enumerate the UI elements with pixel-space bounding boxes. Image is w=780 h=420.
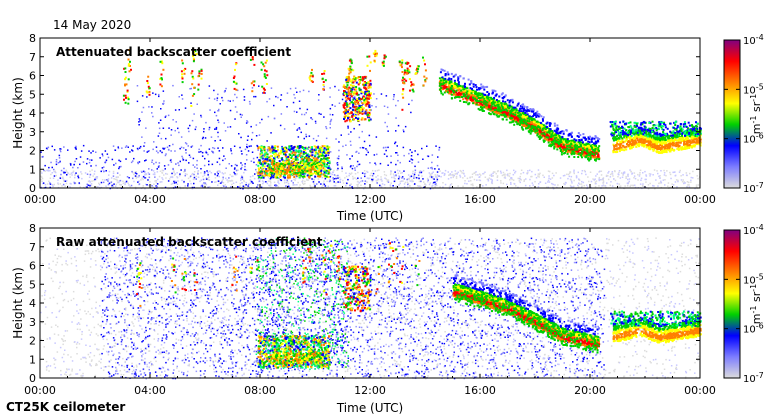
colorbar-unit-label: m-1 sr-1 (749, 284, 763, 324)
y-tick-label: 7 (29, 241, 36, 254)
y-tick-label: 6 (29, 260, 36, 273)
x-axis-label: Time (UTC) (336, 401, 403, 415)
y-tick-label: 3 (29, 316, 36, 329)
x-tick-label: 08:00 (244, 193, 276, 206)
y-tick-label: 4 (29, 297, 36, 310)
x-axis-label: Time (UTC) (336, 209, 403, 223)
x-tick-label: 12:00 (354, 193, 386, 206)
x-tick-label: 04:00 (134, 193, 166, 206)
x-tick-label: 20:00 (574, 193, 606, 206)
y-tick-label: 2 (29, 335, 36, 348)
x-tick-label: 20:00 (574, 384, 606, 397)
colorbar-tick-label: 10-4 (743, 223, 764, 237)
instrument-label: CT25K ceilometer (6, 400, 125, 414)
boundary-layer-aerosol (257, 335, 330, 369)
y-axis-label: Height (km) (11, 77, 25, 148)
y-tick-label: 1 (29, 353, 36, 366)
y-tick-label: 1 (29, 163, 36, 176)
y-tick-label: 2 (29, 145, 36, 158)
y-tick-label: 4 (29, 107, 36, 120)
panel-title: Raw attenuated backscatter coefficient (56, 235, 323, 249)
y-tick-label: 8 (29, 222, 36, 235)
colorbar-tick-label: 10-7 (743, 371, 764, 385)
y-tick-label: 6 (29, 70, 36, 83)
y-tick-label: 5 (29, 278, 36, 291)
panel-title: Attenuated backscatter coefficient (56, 45, 291, 59)
colorbar: 10-710-610-510-4m-1 sr-1 (724, 223, 764, 385)
y-tick-label: 7 (29, 51, 36, 64)
colorbar-tick-label: 10-7 (743, 181, 764, 195)
y-tick-label: 8 (29, 32, 36, 45)
x-tick-label: 08:00 (244, 384, 276, 397)
x-tick-label: 00:00 (684, 193, 716, 206)
x-tick-label: 04:00 (134, 384, 166, 397)
x-tick-label: 00:00 (684, 384, 716, 397)
x-tick-label: 00:00 (24, 193, 56, 206)
colorbar-gradient (724, 40, 740, 188)
y-tick-label: 5 (29, 88, 36, 101)
x-tick-label: 16:00 (464, 384, 496, 397)
colorbar: 10-710-610-510-4m-1 sr-1 (724, 33, 764, 195)
y-axis-label: Height (km) (11, 267, 25, 338)
colorbar-tick-label: 10-4 (743, 33, 764, 47)
x-tick-label: 00:00 (24, 384, 56, 397)
y-tick-label: 3 (29, 126, 36, 139)
colorbar-gradient (724, 230, 740, 378)
colorbar-unit-label: m-1 sr-1 (749, 94, 763, 134)
x-tick-label: 16:00 (464, 193, 496, 206)
x-tick-label: 12:00 (354, 384, 386, 397)
